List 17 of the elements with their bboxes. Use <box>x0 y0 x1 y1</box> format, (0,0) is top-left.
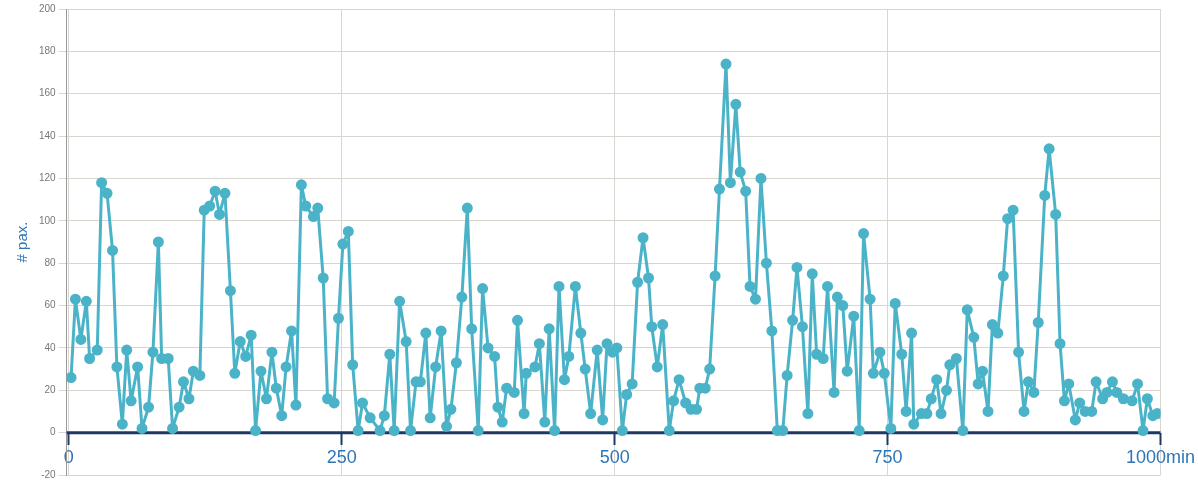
x-tick-label: 1000min <box>1125 447 1195 468</box>
y-tick-label: 80 <box>44 256 57 268</box>
y-tick-label: -20 <box>41 468 57 480</box>
x-tick-label: 250 <box>326 447 357 468</box>
y-tick-label: 160 <box>39 87 57 99</box>
x-tick-label: 750 <box>872 447 903 468</box>
y-tick-label: 180 <box>39 45 57 57</box>
y-tick-label: 0 <box>50 426 57 438</box>
x-tick-label: 500 <box>599 447 630 468</box>
y-axis-title: # pax. <box>13 221 31 263</box>
y-tick-label: 100 <box>39 214 57 226</box>
y-tick-label: 40 <box>44 341 57 353</box>
y-tick-label: 200 <box>39 2 57 14</box>
y-tick-label: 60 <box>44 299 57 311</box>
y-tick-label: 20 <box>44 384 57 396</box>
y-tick-label: 120 <box>39 172 57 184</box>
y-tick-label: 140 <box>39 129 57 141</box>
